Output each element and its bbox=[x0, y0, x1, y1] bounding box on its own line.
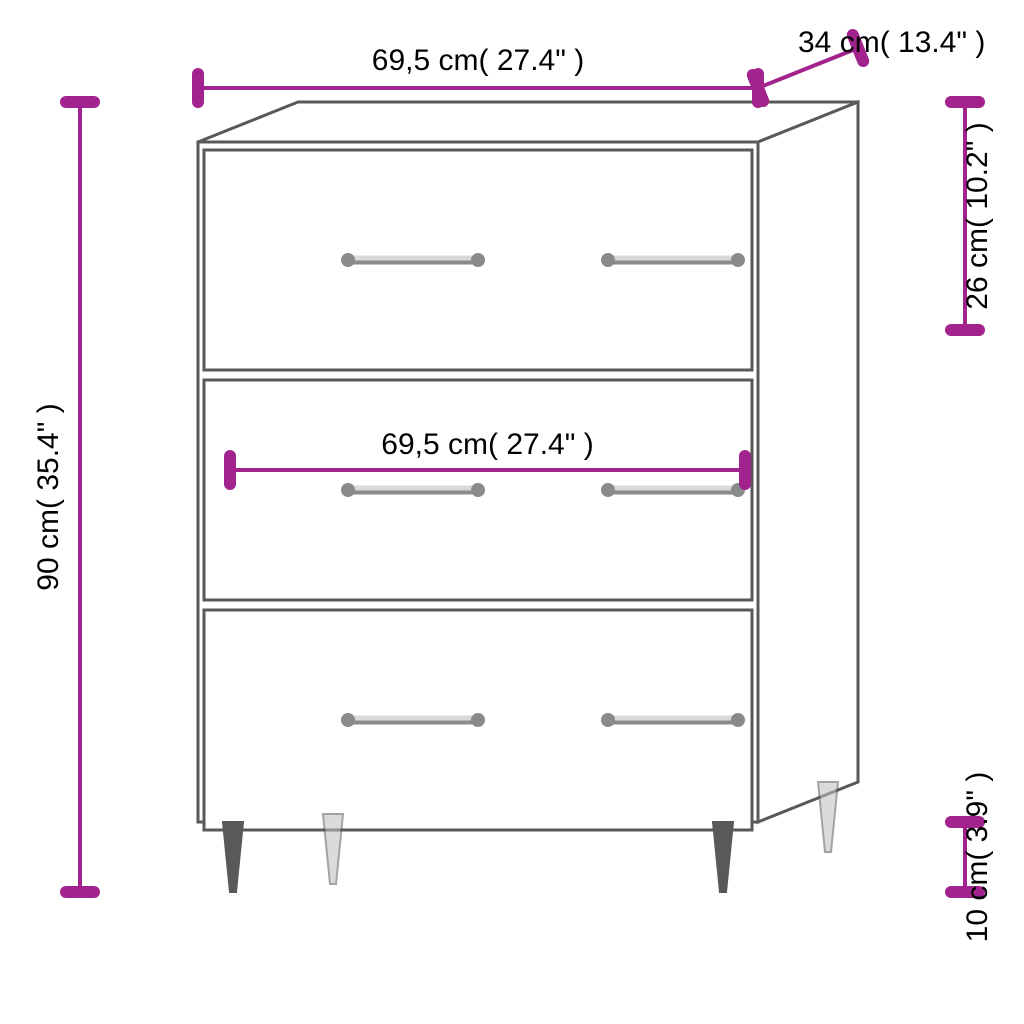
dim-drawer-width-label: 69,5 cm( 27.4" ) bbox=[381, 428, 593, 461]
dim-width-label: 69,5 cm( 27.4" ) bbox=[372, 44, 584, 77]
dim-height-label: 90 cm( 35.4" ) bbox=[32, 403, 65, 590]
cabinet-leg bbox=[713, 822, 733, 892]
cabinet-side-face bbox=[758, 102, 858, 822]
dim-drawer-height-label: 26 cm( 10.2" ) bbox=[961, 122, 994, 309]
dimension-diagram: 69,5 cm( 27.4" ) 34 cm( 13.4" ) 90 cm( 35.… bbox=[0, 0, 1024, 1024]
cabinet-leg bbox=[323, 814, 343, 884]
dim-depth-label: 34 cm( 13.4" ) bbox=[798, 26, 985, 59]
cabinet-top-face bbox=[198, 102, 858, 142]
cabinet-leg bbox=[818, 782, 838, 852]
cabinet-leg bbox=[223, 822, 243, 892]
dim-leg-height-label: 10 cm( 3.9" ) bbox=[961, 772, 994, 943]
